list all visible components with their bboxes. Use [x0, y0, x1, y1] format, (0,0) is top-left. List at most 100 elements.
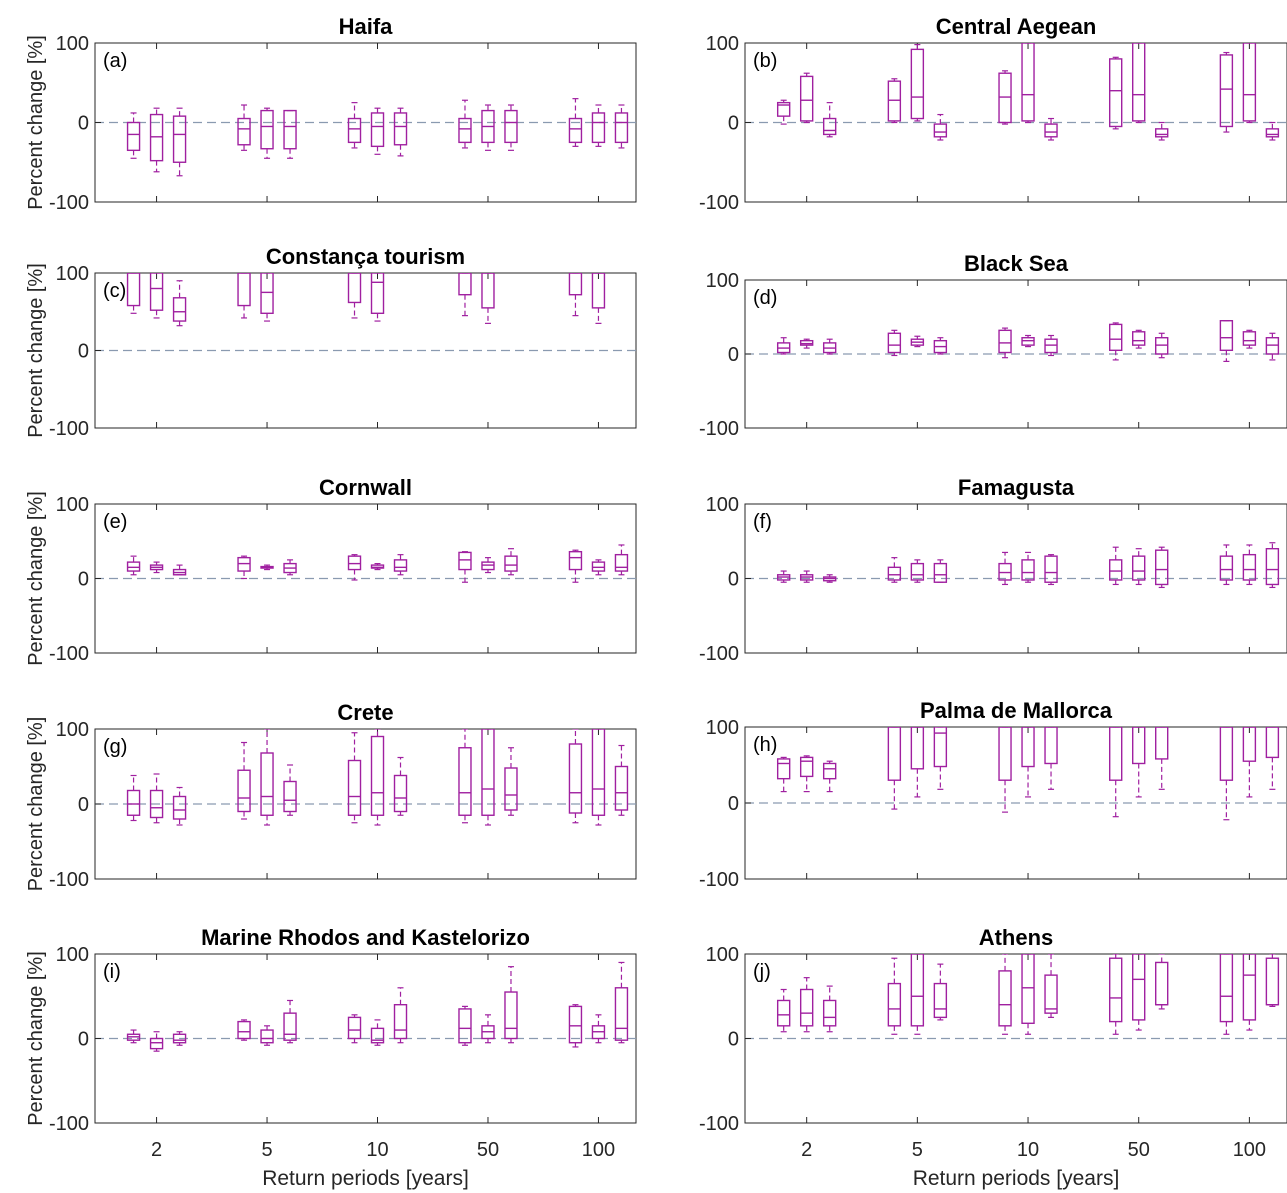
- iqr-box: [1109, 559, 1123, 581]
- iqr-box: [260, 273, 274, 314]
- iqr-box: [370, 112, 385, 148]
- iqr-box: [910, 727, 925, 770]
- panel-b: Central Aegean (b) 100 0 -100: [699, 14, 1287, 214]
- box-100-2: [591, 273, 606, 324]
- iqr-box: [149, 113, 164, 162]
- box-100-2: [1242, 329, 1257, 349]
- box-10-3: [393, 554, 408, 576]
- box-100-2: [591, 1014, 606, 1044]
- box-100-2: [1242, 954, 1257, 1031]
- box-5-2: [260, 564, 274, 571]
- iqr-box: [568, 117, 583, 144]
- iqr-box: [1155, 727, 1169, 760]
- x-tick-label: 5: [912, 1139, 923, 1161]
- box-10-1: [998, 70, 1012, 125]
- box-5-2: [260, 107, 274, 159]
- iqr-box: [1044, 555, 1058, 583]
- iqr-box: [458, 551, 472, 571]
- box-50-3: [1155, 546, 1169, 589]
- iqr-box: [998, 329, 1012, 354]
- iqr-box: [933, 982, 948, 1019]
- box-100-2: [1242, 727, 1257, 798]
- box-100-1: [1219, 954, 1234, 1035]
- box-10-3: [1044, 954, 1058, 1018]
- y-tick-label: 0: [78, 794, 89, 816]
- box-2-2: [149, 561, 164, 574]
- box-100-3: [614, 961, 629, 1044]
- box-5-3: [283, 764, 297, 816]
- iqr-box: [1109, 58, 1123, 128]
- iqr-box: [370, 735, 385, 816]
- box-50-3: [1155, 332, 1169, 359]
- y-tick-label: -100: [699, 192, 739, 214]
- box-2-1: [776, 988, 791, 1033]
- box-50-3: [1155, 954, 1169, 1010]
- iqr-box: [1242, 954, 1257, 1021]
- panel-h: Palma de Mallorca (h) 100 0 -100: [699, 698, 1287, 891]
- iqr-box: [1242, 331, 1257, 346]
- iqr-box: [347, 759, 362, 816]
- iqr-box: [347, 117, 362, 144]
- box-100-1: [568, 273, 583, 317]
- y-tick-label: 100: [56, 494, 89, 516]
- box-100-2: [1242, 43, 1257, 124]
- panel-letter: (a): [103, 50, 127, 72]
- iqr-box: [149, 273, 164, 311]
- iqr-box: [1242, 553, 1257, 581]
- box-50-1: [1109, 727, 1123, 818]
- box-5-2: [910, 559, 925, 583]
- box-2-2: [149, 107, 164, 173]
- iqr-box: [393, 1004, 408, 1040]
- box-50-3: [504, 747, 518, 816]
- iqr-box: [237, 1020, 251, 1040]
- iqr-box: [504, 555, 518, 572]
- y-tick-label: 100: [56, 33, 89, 55]
- box-2-2: [149, 773, 164, 824]
- y-tick-label: -100: [699, 869, 739, 891]
- iqr-box: [1044, 123, 1058, 138]
- box-5-1: [887, 727, 902, 810]
- iqr-box: [591, 729, 606, 816]
- y-tick-label: 100: [706, 33, 739, 55]
- iqr-box: [591, 273, 606, 309]
- panel-d: Black Sea (d) 100 0 -100: [699, 251, 1287, 440]
- iqr-box: [1109, 727, 1123, 781]
- x-tick-label: 100: [1233, 1139, 1266, 1161]
- iqr-box: [126, 273, 141, 307]
- iqr-box: [568, 743, 583, 814]
- y-axis-label: Percent change [%]: [25, 491, 47, 666]
- box-50-1: [458, 729, 472, 824]
- box-100-2: [591, 729, 606, 826]
- iqr-box: [1021, 559, 1035, 581]
- iqr-box: [260, 1029, 274, 1044]
- iqr-box: [458, 747, 472, 816]
- y-tick-label: 0: [78, 569, 89, 591]
- iqr-box: [887, 332, 902, 354]
- iqr-box: [1219, 54, 1234, 128]
- panel-letter: (d): [753, 287, 777, 309]
- iqr-box: [776, 758, 791, 780]
- box-10-3: [393, 756, 408, 816]
- y-tick-label: -100: [49, 192, 89, 214]
- box-50-1: [458, 99, 472, 149]
- box-50-1: [1109, 322, 1123, 361]
- box-2-2: [799, 338, 814, 349]
- iqr-box: [1021, 337, 1035, 346]
- iqr-box: [370, 564, 385, 569]
- panel-title: Famagusta: [958, 475, 1075, 500]
- iqr-box: [172, 795, 187, 820]
- y-tick-label: 0: [728, 344, 739, 366]
- y-tick-label: 100: [706, 270, 739, 292]
- iqr-box: [568, 1005, 583, 1044]
- y-tick-label: -100: [699, 418, 739, 440]
- iqr-box: [1132, 954, 1146, 1021]
- iqr-box: [1219, 555, 1234, 581]
- y-tick-label: 0: [78, 113, 89, 135]
- y-axis-label: Percent change [%]: [25, 951, 47, 1126]
- iqr-box: [347, 555, 362, 571]
